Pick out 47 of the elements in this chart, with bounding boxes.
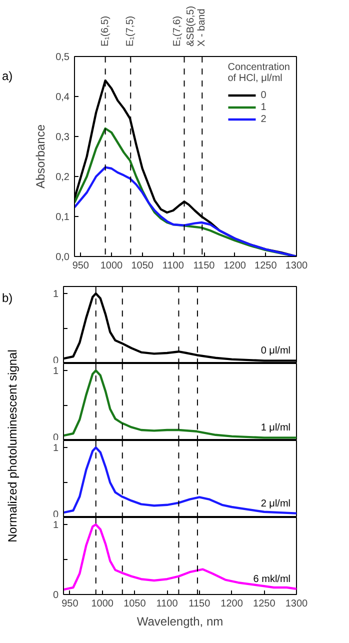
x-tick-label: 1200: [224, 260, 246, 272]
x-tick-label: 1050: [124, 598, 146, 610]
line-series: [64, 523, 296, 591]
ref-line-label: E₁(7,6) &SB(6,5): [172, 6, 196, 46]
x-tick-label: 1000: [91, 598, 114, 610]
y-tick-label: 0,5: [56, 52, 70, 63]
y-tick-label: 1: [52, 366, 59, 377]
x-axis-title: Wavelength, nm: [136, 614, 224, 628]
y-axis-title: Absorbance: [34, 124, 48, 189]
y-tick-label: 0,4: [56, 92, 70, 103]
y-tick-label: 0,1: [56, 212, 70, 223]
line-series: [64, 369, 296, 439]
x-tick-label: 1000: [100, 260, 124, 272]
legend-title: Concentration of HCl, μl/ml: [228, 62, 290, 84]
ref-line-label: E₁(7,5): [125, 16, 136, 46]
x-tick-label: 1100: [162, 260, 184, 272]
text: a): [2, 68, 13, 85]
series-label: 0 μl/ml: [260, 346, 291, 357]
legend-label: 1: [260, 101, 268, 113]
ref-line-label: E₁(6,5): [100, 16, 111, 46]
x-tick-label: 1050: [131, 260, 154, 272]
x-tick-label: 1150: [193, 260, 216, 272]
y-tick-label: 1: [52, 289, 59, 300]
x-tick-label: 1250: [253, 598, 276, 610]
series-label: 2 μl/ml: [260, 498, 291, 510]
x-tick-label: 1200: [220, 598, 244, 610]
x-tick-label: 950: [72, 260, 90, 272]
y-axis-title: Normalized photoluminescent signal: [4, 350, 20, 542]
x-tick-label: 1300: [285, 260, 308, 272]
series-label: 6 mkl/ml: [253, 574, 291, 585]
y-tick-label: 1: [52, 443, 59, 454]
y-tick-label: 0: [52, 590, 59, 601]
x-tick-label: 1150: [188, 598, 211, 610]
y-tick-label: 1: [52, 520, 59, 531]
ref-line-label: X - band: [196, 8, 208, 46]
x-tick-label: 1250: [254, 260, 278, 272]
x-tick-label: 950: [62, 598, 79, 610]
y-tick-label: 0,0: [56, 252, 70, 263]
y-tick-label: 0,2: [56, 172, 70, 183]
legend-label: 0: [260, 89, 268, 101]
y-tick-label: 0,3: [56, 132, 70, 143]
line-series: [64, 446, 296, 514]
text: b): [2, 290, 13, 307]
series-label: 1 μl/ml: [260, 422, 291, 434]
legend-label: 2: [260, 113, 268, 125]
x-tick-label: 1100: [156, 598, 178, 610]
x-tick-label: 1300: [285, 598, 308, 610]
